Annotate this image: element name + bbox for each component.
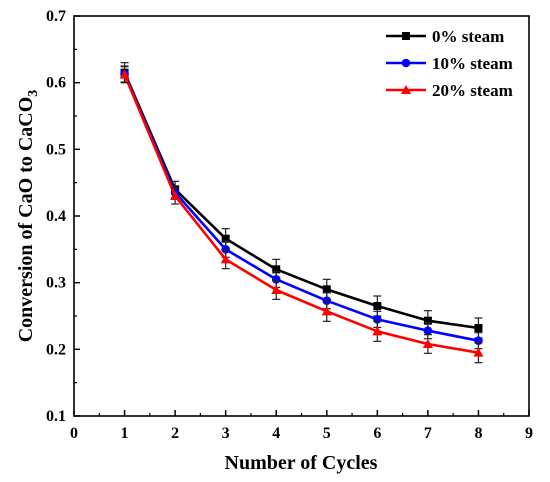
series-3 [119,66,484,364]
x-tick-label: 2 [171,425,179,442]
data-point [220,254,231,264]
data-point [423,326,433,335]
y-tick-label: 0.7 [46,8,66,25]
x-tick-label: 4 [272,425,280,442]
data-point [322,285,331,294]
data-point [321,306,332,316]
y-tick-label: 0.1 [46,408,66,425]
x-tick-label: 0 [70,425,78,442]
data-point [271,285,282,294]
data-point [272,265,281,274]
data-point [119,69,130,79]
data-point [422,339,433,348]
x-tick-label: 1 [121,425,129,442]
data-point [221,234,230,243]
data-point [271,275,281,284]
data-point [221,245,230,254]
x-axis-title: Number of Cycles [225,452,378,474]
legend-label: 10% steam [432,54,513,73]
y-tick-label: 0.2 [46,341,66,358]
data-point [473,347,484,357]
legend-label: 0% steam [432,27,504,46]
axis-ticks: 0 1 2 3 4 5 6 7 8 9 0.1 0.2 0.3 0.4 0.5 0.6 0.7 [46,8,533,442]
data-point [423,316,432,325]
legend-marker [401,85,411,94]
series-line [123,72,479,330]
data-point [170,191,181,200]
x-tick-label: 7 [424,425,432,442]
x-tick-label: 9 [525,425,533,442]
series-2 [120,65,483,350]
y-tick-label: 0.6 [46,75,66,92]
series-line [123,74,479,354]
y-axis-title-main: Conversion of CaO to CaCO [15,97,37,343]
plot-frame [73,15,530,417]
data-point [322,296,332,305]
legend: 0% steam 10% steam 20% steam [386,27,513,100]
x-tick-label: 8 [474,425,482,442]
legend-label: 20% steam [432,81,513,100]
y-axis-title: Conversion of CaO to CaCO3 [15,90,41,343]
y-tick-label: 0.4 [46,208,66,225]
y-axis-title-subscript: 3 [26,90,41,97]
y-tick-label: 0.5 [46,141,66,158]
data-point [373,302,382,310]
data-point [474,324,483,332]
series-line [123,73,479,342]
x-tick-label: 6 [373,425,381,442]
y-tick-label: 0.3 [46,275,66,292]
x-tick-label: 5 [323,425,331,442]
x-tick-label: 3 [222,425,230,442]
series-group [119,62,484,364]
data-point [372,326,383,336]
legend-marker [401,58,411,68]
legend-marker [402,32,410,40]
